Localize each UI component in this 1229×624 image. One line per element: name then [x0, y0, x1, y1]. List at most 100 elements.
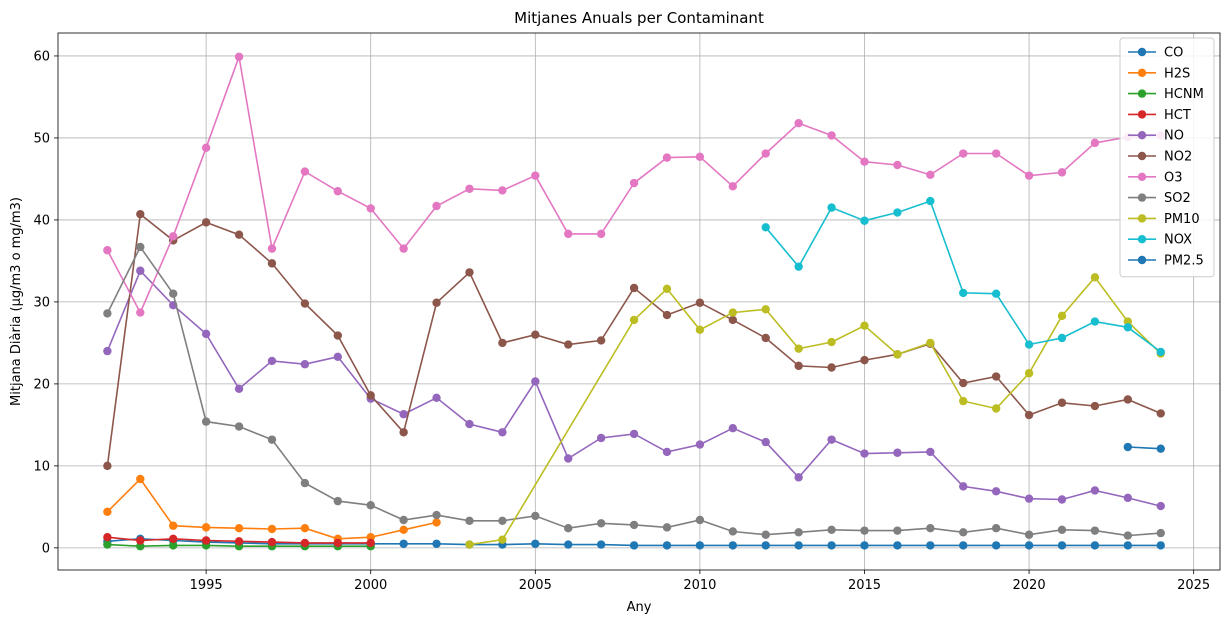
data-point-o3: [399, 244, 408, 253]
data-point-nox: [893, 208, 902, 217]
data-point-o3: [564, 229, 573, 239]
data-point-no: [926, 447, 935, 457]
y-tick-label: 20: [33, 377, 50, 392]
legend-marker-hcnm: [1137, 89, 1147, 98]
legend-item-so2: SO2: [1128, 191, 1191, 206]
data-point-hct: [333, 538, 343, 548]
data-point-nox: [1024, 340, 1034, 349]
data-point-no: [201, 329, 211, 339]
data-point-pm10: [1090, 273, 1100, 282]
data-point-so2: [531, 511, 540, 521]
series-h2s: [103, 474, 441, 544]
data-point-no: [1057, 495, 1067, 504]
data-point-co: [1090, 541, 1100, 550]
series-line-pm2-5: [1127, 446, 1161, 450]
legend-item-o3: O3: [1128, 170, 1183, 185]
data-point-so2: [1090, 526, 1100, 535]
data-point-no2: [629, 283, 639, 293]
data-point-o3: [300, 167, 310, 176]
data-point-no2: [399, 428, 408, 437]
data-point-nox: [827, 203, 836, 212]
data-point-nox: [761, 223, 770, 232]
chart-title: Mitjanes Anuals per Contaminant: [514, 9, 764, 27]
data-point-co: [959, 541, 968, 550]
series-hct: [103, 533, 375, 548]
x-ticks: 1995 2000 2005 2010 2015 2020 2025: [190, 570, 1210, 593]
data-point-so2: [926, 523, 935, 533]
data-point-no: [860, 449, 869, 458]
data-point-hct: [366, 538, 375, 548]
y-axis-label: Mitjana Diària (µg/m3 o mg/m3): [9, 197, 24, 406]
y-tick-label: 10: [33, 459, 50, 474]
data-point-co: [564, 540, 573, 549]
data-point-o3: [234, 52, 244, 61]
data-point-hct: [169, 534, 178, 544]
data-point-o3: [1057, 168, 1067, 177]
data-point-no2: [959, 378, 968, 388]
data-point-h2s: [300, 523, 310, 533]
data-point-no2: [465, 268, 474, 277]
legend-marker-no2: [1137, 151, 1147, 161]
data-point-no: [596, 433, 606, 443]
data-point-pm10: [465, 540, 474, 549]
data-point-h2s: [267, 524, 277, 534]
legend-item-co: CO: [1128, 46, 1183, 61]
y-tick-label: 30: [33, 295, 50, 310]
data-point-pm10: [794, 344, 803, 353]
data-point-no: [662, 447, 672, 457]
legend-label-hct: HCT: [1164, 108, 1191, 123]
data-point-o3: [465, 184, 474, 193]
data-point-so2: [596, 519, 606, 528]
data-point-pm10: [860, 321, 869, 330]
data-point-no: [761, 437, 770, 447]
data-point-so2: [1024, 530, 1034, 539]
x-tick-label: 2005: [519, 578, 552, 593]
data-point-so2: [498, 516, 507, 526]
data-point-so2: [136, 242, 145, 252]
data-point-co: [761, 541, 770, 550]
data-point-so2: [432, 510, 441, 520]
data-point-o3: [267, 244, 277, 253]
data-point-no: [465, 419, 474, 429]
legend-item-hcnm: HCNM: [1128, 87, 1204, 102]
data-point-no2: [234, 230, 244, 239]
data-point-h2s: [399, 525, 408, 535]
data-point-no: [136, 266, 145, 275]
data-point-o3: [662, 153, 672, 162]
data-point-no2: [860, 355, 869, 365]
data-point-hct: [201, 536, 211, 545]
data-point-so2: [234, 422, 244, 431]
data-point-so2: [300, 478, 310, 488]
y-tick-label: 50: [33, 131, 50, 146]
data-point-no: [695, 440, 705, 449]
data-point-o3: [695, 152, 705, 161]
data-point-nox: [794, 262, 803, 271]
data-point-nox: [1090, 317, 1100, 326]
data-point-pm10: [629, 315, 639, 325]
data-point-no2: [827, 363, 836, 372]
data-point-no: [300, 360, 310, 369]
data-point-so2: [399, 515, 408, 525]
data-point-pm10: [498, 535, 507, 544]
data-point-no: [893, 448, 902, 457]
data-point-no2: [1090, 401, 1100, 411]
data-point-so2: [201, 417, 211, 426]
data-point-o3: [136, 308, 145, 317]
data-point-nox: [1156, 347, 1165, 357]
data-point-pm2-5: [1156, 444, 1165, 453]
data-point-co: [1123, 541, 1133, 550]
data-point-so2: [564, 523, 573, 533]
data-point-nox: [959, 288, 968, 298]
data-point-co: [432, 539, 441, 548]
series-line-no: [106, 269, 1161, 507]
data-point-o3: [169, 232, 178, 241]
legend-marker-no: [1137, 131, 1147, 140]
data-point-hct: [234, 537, 244, 546]
data-point-h2s: [103, 507, 112, 516]
data-point-hct: [267, 537, 277, 547]
data-point-co: [794, 541, 803, 550]
data-point-no2: [267, 259, 277, 268]
legend-label-pm10: PM10: [1164, 212, 1200, 227]
data-point-co: [926, 541, 935, 550]
